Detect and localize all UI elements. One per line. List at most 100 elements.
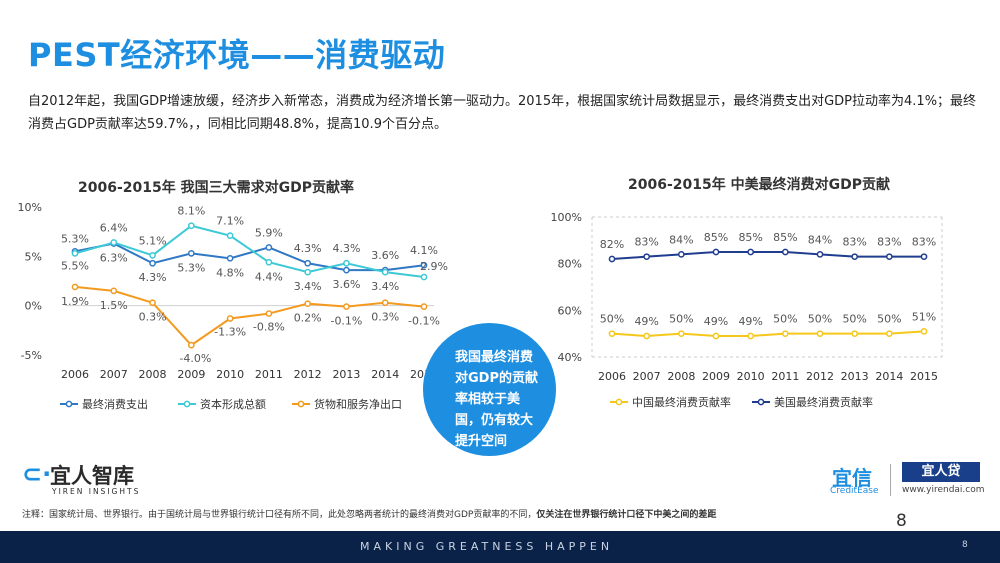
x-tick-label: 2007 (100, 368, 128, 381)
chart2-title: 2006-2015年 中美最终消费对GDP贡献 (628, 177, 890, 193)
x-tick-label: 2014 (875, 370, 903, 383)
data-label: 3.6% (371, 249, 399, 262)
data-point (885, 253, 893, 261)
data-label: 50% (877, 313, 901, 326)
data-point (712, 332, 720, 340)
data-label: 6.4% (100, 222, 128, 235)
logo-mark-icon: ⊂· (22, 460, 52, 488)
footer-page-number: 8 (962, 540, 968, 550)
data-point (343, 266, 350, 274)
data-label: -0.8% (253, 321, 285, 334)
data-label: 1.5% (100, 299, 128, 312)
data-point (265, 310, 273, 317)
data-label: 84% (808, 233, 832, 246)
data-label: 84% (669, 233, 693, 246)
data-point (226, 315, 234, 322)
page-number: 8 (896, 511, 907, 531)
data-label: 4.3% (332, 242, 360, 255)
y-tick-label: 5% (25, 250, 42, 263)
data-label: 5.5% (61, 259, 89, 272)
data-point (920, 327, 928, 335)
x-tick-label: 2006 (598, 370, 626, 383)
data-label: 5.9% (255, 226, 283, 239)
legend-label: 中国最终消费贡献率 (632, 395, 731, 409)
logo-en-text: YIREN INSIGHTS (52, 487, 141, 496)
data-label: 2.9% (420, 260, 448, 273)
x-tick-label: 2009 (177, 368, 205, 381)
data-label: 7.1% (216, 215, 244, 228)
data-label: 4.3% (139, 271, 167, 284)
data-label: 82% (600, 238, 624, 251)
data-point (187, 250, 195, 257)
x-tick-label: 2011 (771, 370, 799, 383)
data-point (643, 332, 651, 340)
legend-label: 最终消费支出 (82, 397, 148, 411)
data-label: 4.8% (216, 266, 244, 279)
legend-label: 美国最终消费贡献率 (774, 395, 873, 409)
y-tick-label: -5% (21, 349, 42, 362)
data-label: 1.9% (61, 295, 89, 308)
data-point (420, 261, 428, 269)
series-line-1 (611, 251, 924, 260)
series-line-2 (74, 285, 425, 347)
data-point (110, 287, 118, 295)
data-point (608, 255, 616, 263)
x-tick-label: 2012 (806, 370, 834, 383)
page-title: PEST经济环境——消费驱动 (28, 36, 446, 74)
data-point (304, 268, 312, 276)
callout-bubble: 我国最终消费对GDP的贡献率相较于美国，仍有较大提升空间 (423, 323, 556, 456)
yirendai-logo-cn: 宜人贷 (902, 462, 980, 482)
footnote: 注释：国家统计局、世界银行。由于国统计局与世界银行统计口径有所不同，此处忽略两者… (22, 507, 716, 520)
y-tick-label: 60% (558, 304, 582, 317)
data-label: 50% (773, 313, 797, 326)
data-point (677, 330, 685, 338)
chart1-title: 2006-2015年 我国三大需求对GDP贡献率 (78, 180, 354, 196)
creditease-logo-cn: 宜信 (832, 466, 872, 490)
x-tick-label: 2013 (332, 368, 360, 381)
data-point (608, 330, 616, 338)
y-tick-label: 40% (558, 351, 582, 364)
data-label: 4.3% (294, 242, 322, 255)
data-point (343, 259, 350, 267)
data-point (816, 330, 824, 338)
data-label: 85% (704, 231, 728, 244)
x-tick-label: 2006 (61, 368, 89, 381)
data-point (677, 250, 685, 258)
legend-swatch-marker (615, 398, 623, 406)
chart1-svg: 10% 5% 0% -5% 2006 2007 2008 2009 2010 2011 2012 20… (18, 201, 448, 411)
data-point (149, 299, 156, 307)
yirendai-logo-url: www.yirendai.com (902, 485, 985, 495)
data-point (781, 248, 789, 256)
data-point (781, 330, 789, 338)
data-point (420, 273, 428, 281)
data-label: 85% (773, 231, 797, 244)
data-label: -0.1% (330, 315, 362, 328)
data-label: 4.4% (255, 270, 283, 283)
legend-swatch-marker (757, 398, 765, 406)
y-tick-label: 100% (551, 211, 582, 224)
data-point (712, 248, 720, 256)
data-point (420, 303, 428, 311)
data-label: 0.2% (294, 312, 322, 325)
x-tick-label: 2012 (294, 368, 322, 381)
series-line-0 (74, 242, 425, 272)
data-label: -1.3% (214, 325, 246, 338)
data-label: 49% (634, 315, 658, 328)
data-label: 50% (600, 313, 624, 326)
x-tick-label: 2013 (841, 370, 869, 383)
footnote-bold: 仅关注在世界银行统计口径下中美之间的差距 (536, 510, 717, 520)
legend-swatch-marker (65, 400, 73, 408)
data-label: -0.1% (408, 315, 440, 328)
data-label: 83% (877, 236, 901, 249)
data-label: 85% (738, 231, 762, 244)
data-label: 6.3% (100, 252, 128, 265)
data-label: 83% (842, 236, 866, 249)
data-label: 83% (634, 236, 658, 249)
data-label: 0.3% (371, 311, 399, 324)
data-point (851, 330, 859, 338)
y-tick-label: 80% (558, 258, 582, 271)
data-label: 5.3% (177, 261, 205, 274)
data-label: 0.3% (139, 311, 167, 324)
data-point (226, 232, 234, 239)
x-tick-label: 2009 (702, 370, 730, 383)
